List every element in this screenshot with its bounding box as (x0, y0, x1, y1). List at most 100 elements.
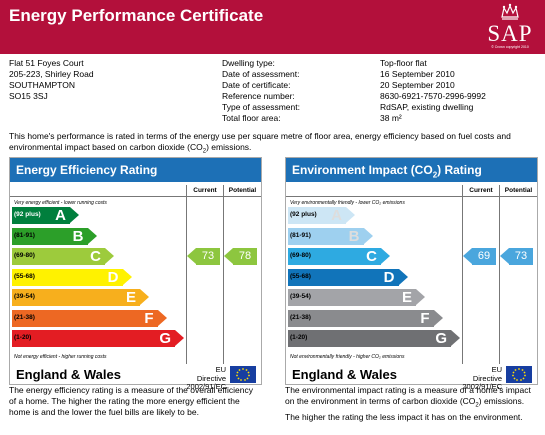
detail-value: 8630-6921-7570-2996-9992 (380, 91, 486, 101)
detail-value: 16 September 2010 (380, 69, 455, 79)
band-letter: A (55, 207, 66, 224)
intro-text: This home's performance is rated in term… (9, 131, 539, 158)
band-letter: C (90, 248, 101, 265)
band-arrow-tip (70, 207, 79, 223)
current-rating-tip (187, 248, 196, 264)
intro-text-start: This home's performance is rated in term… (9, 131, 511, 152)
band-range: (92 plus) (14, 211, 41, 218)
rating-band-e: (39-54) E (12, 289, 149, 306)
rating-band-f: (21-38) F (288, 309, 443, 327)
certificate-header: Energy Performance Certificate SAP © Cro… (0, 0, 545, 54)
band-arrow-tip (433, 309, 443, 326)
environmental-impact-panel: Environment Impact (CO2) Rating Current … (285, 157, 538, 391)
band-range: (92 plus) (290, 211, 317, 218)
address-line: SO15 3SJ (9, 91, 48, 101)
rating-band-a: (92 plus) A (288, 207, 355, 224)
energy-efficiency-title: Energy Efficiency Rating (10, 158, 261, 182)
band-arrow-tip (346, 207, 355, 223)
eu-directive-line: EU Directive (472, 365, 502, 383)
environmental-impact-title-start: Environment Impact (CO (292, 163, 433, 177)
band-letter: G (435, 330, 447, 347)
rating-band-b: (81-91) B (12, 227, 97, 245)
band-range: (69-80) (290, 252, 311, 259)
eu-directive-line: EU Directive (196, 365, 226, 383)
column-header-blank (286, 185, 462, 197)
band-letter: D (107, 268, 119, 286)
panel-footer: England & Wales EU Directive 2002/91/EC (10, 364, 261, 391)
band-range: (81-91) (290, 231, 311, 239)
band-letter: A (331, 207, 342, 224)
rating-band-a: (92 plus) A (12, 207, 79, 224)
environmental-impact-title-end: ) Rating (437, 163, 482, 177)
potential-rating-tip (500, 248, 509, 264)
property-address: Flat 51 Foyes Court 205-223, Shirley Roa… (9, 58, 94, 102)
sap-logo: SAP © Crown copyright 2010 (481, 3, 539, 53)
potential-column-header: Potential (499, 185, 537, 197)
band-range: (21-38) (290, 313, 311, 321)
band-arrow-tip (87, 227, 97, 244)
detail-value: 38 m² (380, 113, 402, 123)
band-arrow-tip (175, 330, 184, 346)
efficient-note: Very energy efficient - lower running co… (14, 200, 107, 206)
column-header-blank (10, 185, 186, 197)
potential-rating-value: 78 (233, 248, 257, 265)
intro-subscript: 2 (202, 148, 207, 155)
column-divider (223, 197, 224, 364)
intro-text-end: ) emissions. (206, 142, 252, 152)
rating-band-f: (21-38) F (12, 309, 167, 327)
band-range: (1-20) (290, 334, 308, 341)
rating-band-c: (69-80) C (12, 248, 114, 265)
detail-values: Top-floor flat 16 September 2010 20 Sept… (380, 58, 486, 124)
eu-directive: EU Directive 2002/91/EC (462, 365, 502, 392)
environmental-impact-title-subscript: 2 (432, 170, 438, 180)
band-range: (39-54) (14, 293, 35, 300)
detail-value: Top-floor flat (380, 58, 427, 68)
environmental-description-subscript: 2 (475, 402, 479, 409)
environmental-impact-description: The environmental impact rating is a mea… (285, 385, 538, 423)
certificate-title: Energy Performance Certificate (9, 6, 264, 25)
rating-band-b: (81-91) B (288, 227, 373, 245)
detail-value: 20 September 2010 (380, 80, 455, 90)
eu-flag-icon (506, 366, 532, 383)
band-range: (81-91) (14, 231, 35, 239)
detail-label: Total floor area: (222, 113, 281, 123)
environmental-description-end: ) emissions. The higher the rating the l… (285, 396, 525, 422)
band-arrow-tip (122, 268, 132, 285)
band-letter: B (72, 227, 84, 245)
band-letter: G (159, 330, 171, 347)
band-letter: C (366, 248, 377, 265)
detail-label: Date of assessment: (222, 69, 300, 79)
rating-band-d: (55-68) D (288, 268, 408, 286)
band-letter: B (348, 227, 360, 245)
band-arrow-tip (398, 268, 408, 285)
environmental-description-start: The environmental impact rating is a mea… (285, 385, 531, 406)
band-arrow-tip (105, 248, 114, 264)
band-letter: F (144, 309, 154, 327)
unfriendly-note: Not environmentally friendly - higher CO… (290, 354, 405, 360)
rating-band-d: (55-68) D (12, 268, 132, 286)
current-rating-tip (463, 248, 472, 264)
country-label: England & Wales (16, 367, 121, 382)
detail-label: Reference number: (222, 91, 295, 101)
band-arrow-tip (451, 330, 460, 346)
current-column-header: Current (462, 185, 499, 197)
band-arrow-tip (363, 227, 373, 244)
friendly-note: Very environmentally friendly - lower CO… (290, 200, 405, 206)
energy-efficiency-chart: Current Potential Very energy efficient … (10, 185, 261, 364)
sap-copyright: © Crown copyright 2010 (491, 45, 529, 49)
detail-labels: Dwelling type: Date of assessment: Date … (222, 58, 300, 124)
environmental-impact-chart: Current Potential Very environmentally f… (286, 185, 537, 364)
potential-rating-tip (224, 248, 233, 264)
potential-rating-value: 73 (509, 248, 533, 265)
energy-efficiency-panel: Energy Efficiency Rating Current Potenti… (9, 157, 262, 391)
current-rating-value: 73 (196, 248, 220, 265)
rating-band-c: (69-80) C (288, 248, 390, 265)
address-line: 205-223, Shirley Road (9, 69, 94, 79)
rating-band-g: (1-20) G (12, 330, 184, 347)
country-label: England & Wales (292, 367, 397, 382)
eu-directive-line: 2002/91/EC (462, 382, 502, 391)
detail-label: Dwelling type: (222, 58, 275, 68)
band-range: (55-68) (14, 272, 35, 280)
eu-directive: EU Directive 2002/91/EC (186, 365, 226, 392)
address-line: SOUTHAMPTON (9, 80, 75, 90)
